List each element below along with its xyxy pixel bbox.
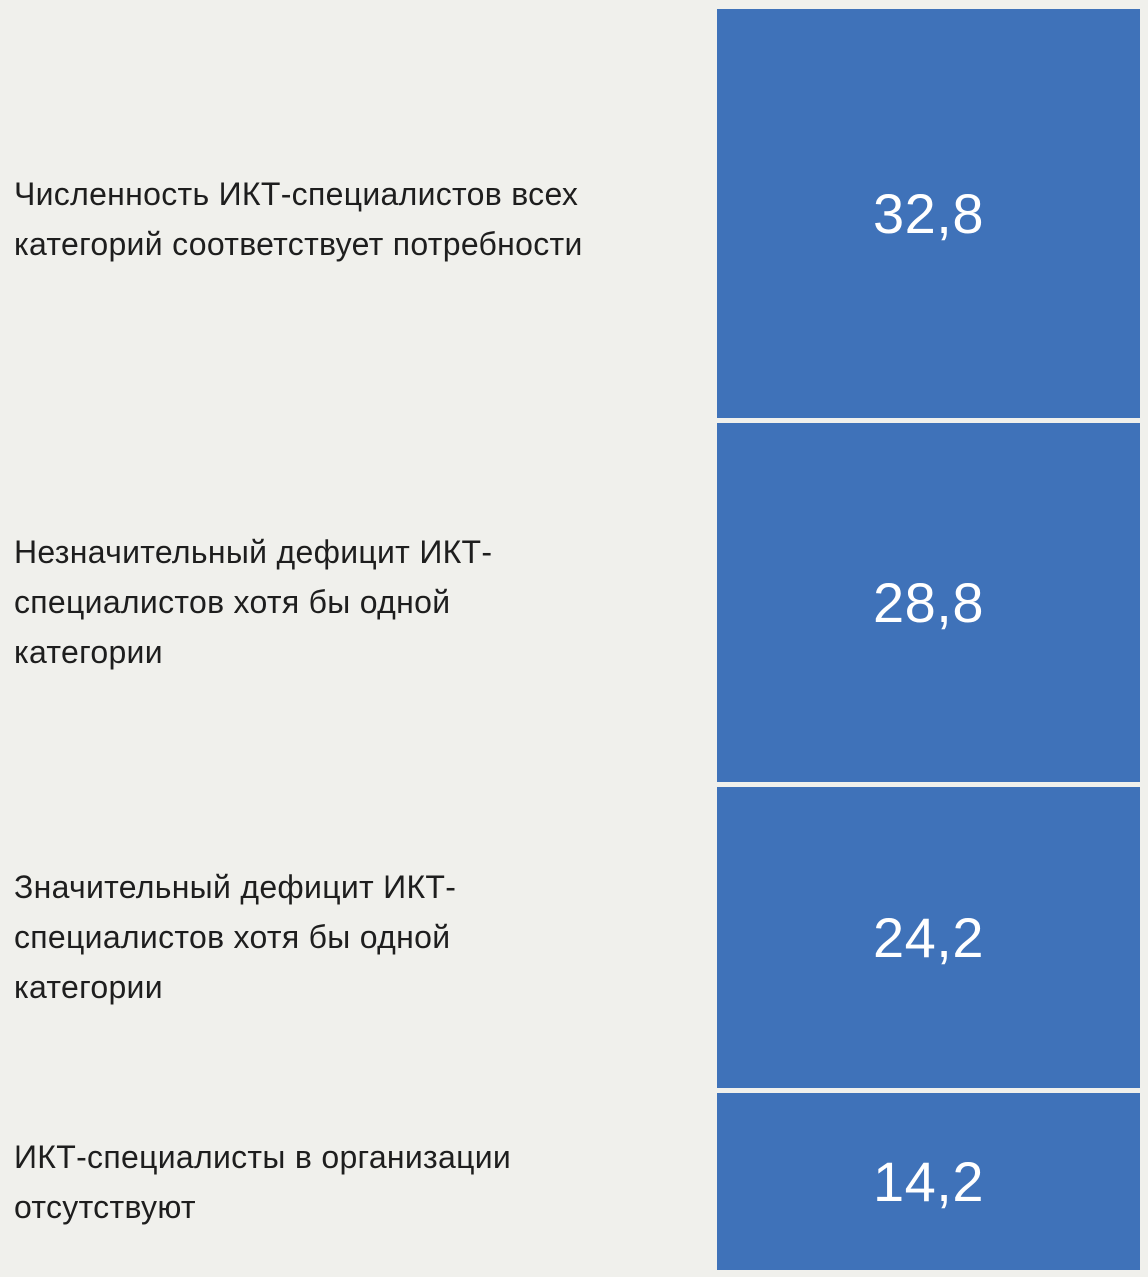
data-label: 24,2 — [873, 905, 984, 969]
data-label: 32,8 — [873, 181, 984, 245]
category-label: Численность ИКТ-специалистов всех катего… — [14, 176, 583, 263]
data-label: 28,8 — [873, 570, 984, 634]
category-label: ИКТ-специалисты в организации отсутствую… — [14, 1138, 512, 1225]
bar-block: 24,2 — [717, 786, 1140, 1089]
bar-block: 28,8 — [717, 422, 1140, 782]
category-label: Незначительный дефицит ИКТ-специалистов … — [14, 534, 493, 671]
category-label: Значительный дефицит ИКТ-специалистов хо… — [14, 869, 457, 1006]
bar-block: 14,2 — [717, 1093, 1140, 1270]
data-label: 14,2 — [873, 1150, 984, 1214]
bar-block: 32,8 — [717, 9, 1140, 418]
